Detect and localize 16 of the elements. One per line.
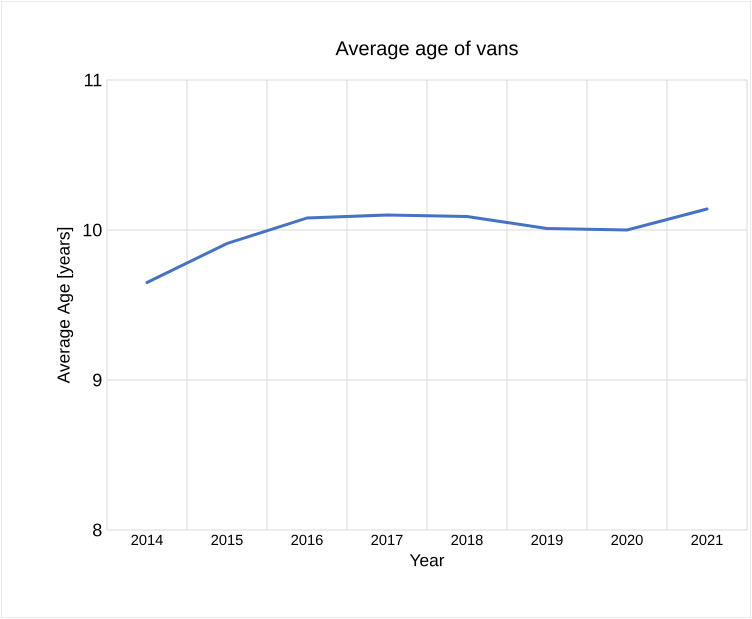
x-tick-label: 2017 [371, 534, 403, 546]
chart-title: Average age of vans [335, 40, 518, 60]
y-tick-label: 11 [84, 74, 102, 86]
x-tick-label: 2019 [531, 534, 563, 546]
x-tick-label: 2015 [211, 534, 243, 546]
y-tick-label: 9 [93, 374, 102, 386]
line-series [146, 208, 708, 284]
y-tick-label: 8 [93, 524, 102, 536]
y-tick-label: 10 [84, 224, 102, 236]
x-tick-label: 2020 [611, 534, 643, 546]
y-axis-title: Average Age [years] [56, 228, 74, 384]
x-tick-label: 2016 [291, 534, 323, 546]
x-tick-label: 2014 [131, 534, 163, 546]
x-axis-title: Year [410, 554, 444, 566]
x-tick-label: 2018 [451, 534, 483, 546]
x-tick-label: 2021 [691, 534, 723, 546]
